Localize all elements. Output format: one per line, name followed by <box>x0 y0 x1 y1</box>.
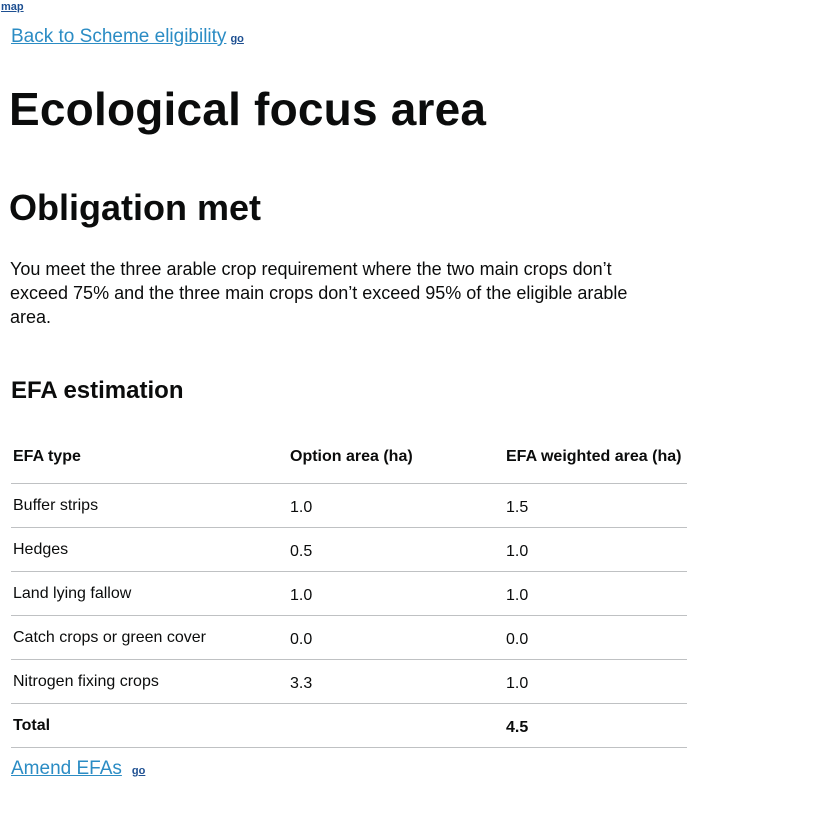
obligation-status-text: You meet the three arable crop requireme… <box>10 259 628 327</box>
amend-go-link[interactable]: go <box>131 765 146 777</box>
weighted-area-cell: 1.0 <box>504 659 687 704</box>
column-header-weighted-area: EFA weighted area (ha) <box>504 430 687 484</box>
table-row: Nitrogen fixing crops 3.3 1.0 <box>11 659 687 704</box>
total-weighted-area-cell: 4.5 <box>504 703 687 748</box>
total-label-cell: Total <box>11 703 288 748</box>
efa-type-cell: Hedges <box>11 527 288 572</box>
obligation-status-heading: Obligation met <box>9 187 261 228</box>
weighted-area-cell: 1.0 <box>504 571 687 616</box>
table-row: Buffer strips 1.0 1.5 <box>11 483 687 528</box>
option-area-cell: 0.0 <box>288 615 504 660</box>
efa-table: EFA type Option area (ha) EFA weighted a… <box>11 430 687 748</box>
amend-efas-link[interactable]: Amend EFAs <box>11 758 122 779</box>
back-to-scheme-eligibility-link[interactable]: Back to Scheme eligibility <box>11 26 227 47</box>
efa-table-header-row: EFA type Option area (ha) EFA weighted a… <box>11 430 687 484</box>
column-header-option-area: Option area (ha) <box>288 430 504 484</box>
efa-estimation-heading: EFA estimation <box>11 377 184 404</box>
weighted-area-cell: 1.5 <box>504 483 687 528</box>
total-row: Total 4.5 <box>11 703 687 748</box>
total-option-area-cell <box>288 703 504 748</box>
efa-type-cell: Catch crops or green cover <box>11 615 288 660</box>
efa-type-cell: Land lying fallow <box>11 571 288 616</box>
option-area-cell: 1.0 <box>288 571 504 616</box>
back-link-row: Back to Scheme eligibility go <box>11 26 244 48</box>
efa-type-cell: Buffer strips <box>11 483 288 528</box>
amend-link-row: Amend EFAs go <box>11 758 145 780</box>
column-header-efa-type: EFA type <box>11 430 288 484</box>
back-go-link[interactable]: go <box>230 33 244 45</box>
weighted-area-cell: 0.0 <box>504 615 687 660</box>
page-title: Ecological focus area <box>9 83 487 135</box>
table-row: Hedges 0.5 1.0 <box>11 527 687 572</box>
option-area-cell: 3.3 <box>288 659 504 704</box>
map-link[interactable]: map <box>1 1 24 13</box>
table-row: Catch crops or green cover 0.0 0.0 <box>11 615 687 660</box>
option-area-cell: 0.5 <box>288 527 504 572</box>
weighted-area-cell: 1.0 <box>504 527 687 572</box>
table-row: Land lying fallow 1.0 1.0 <box>11 571 687 616</box>
option-area-cell: 1.0 <box>288 483 504 528</box>
efa-type-cell: Nitrogen fixing crops <box>11 659 288 704</box>
